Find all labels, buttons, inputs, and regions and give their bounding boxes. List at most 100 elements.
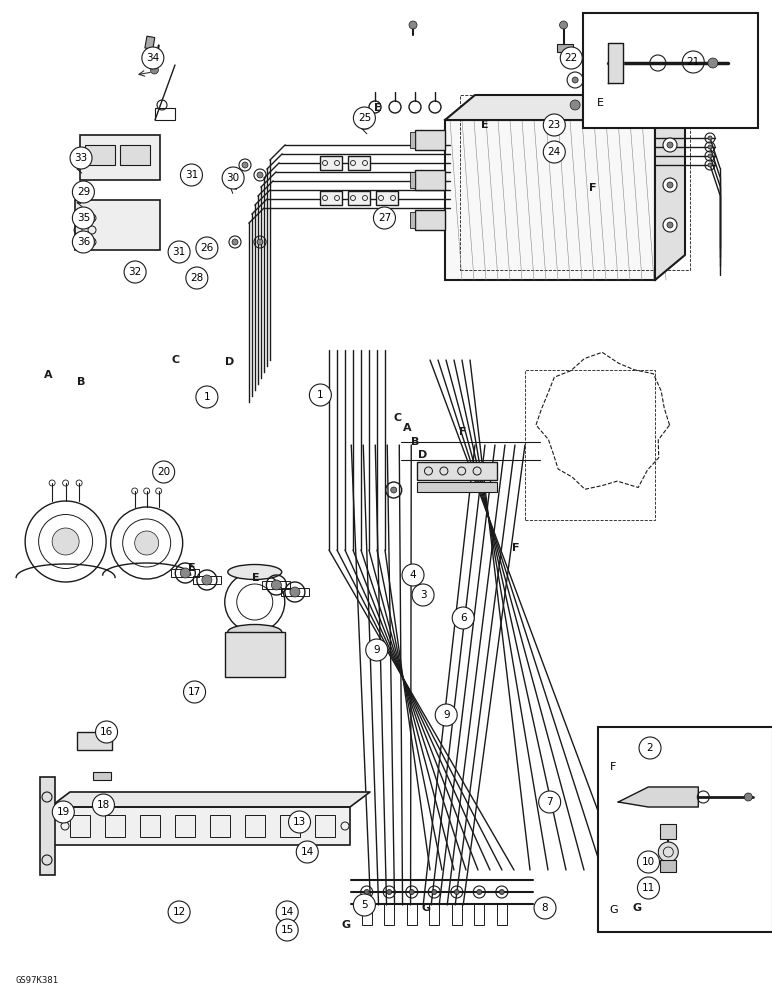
Circle shape <box>366 639 388 661</box>
Bar <box>315 815 335 837</box>
Circle shape <box>539 791 560 813</box>
Circle shape <box>272 580 281 590</box>
Circle shape <box>168 241 190 263</box>
Circle shape <box>682 51 704 73</box>
Text: 4: 4 <box>410 570 416 580</box>
Text: D: D <box>418 450 428 460</box>
Circle shape <box>196 237 218 259</box>
Bar <box>557 44 574 52</box>
Circle shape <box>432 890 437 894</box>
Bar <box>660 824 676 839</box>
Circle shape <box>186 267 208 289</box>
Circle shape <box>639 737 661 759</box>
Circle shape <box>560 47 582 69</box>
Circle shape <box>134 531 159 555</box>
Bar <box>583 13 758 128</box>
Bar <box>281 588 309 596</box>
Text: E: E <box>188 563 195 573</box>
Text: 16: 16 <box>100 727 113 737</box>
Circle shape <box>73 207 94 229</box>
Circle shape <box>412 584 434 606</box>
Bar <box>93 772 110 780</box>
Ellipse shape <box>228 564 282 580</box>
Circle shape <box>364 890 369 894</box>
Circle shape <box>708 163 712 167</box>
Circle shape <box>638 851 659 873</box>
Bar <box>410 132 415 148</box>
Bar <box>410 212 415 228</box>
Circle shape <box>354 894 375 916</box>
Text: 17: 17 <box>188 687 201 697</box>
Text: 14: 14 <box>300 847 314 857</box>
Bar <box>320 156 342 170</box>
Circle shape <box>276 901 298 923</box>
Bar <box>497 903 506 925</box>
Circle shape <box>659 842 679 862</box>
Bar <box>40 777 55 875</box>
Text: 11: 11 <box>642 883 655 893</box>
Circle shape <box>452 607 474 629</box>
Circle shape <box>708 58 718 68</box>
Bar <box>407 903 417 925</box>
Text: E: E <box>598 98 604 108</box>
Circle shape <box>708 145 712 149</box>
Polygon shape <box>50 792 370 807</box>
Bar <box>410 172 415 188</box>
Circle shape <box>242 162 248 168</box>
Text: 9: 9 <box>443 710 449 720</box>
Bar <box>660 860 676 872</box>
Circle shape <box>52 801 74 823</box>
Text: 1: 1 <box>317 390 323 400</box>
Text: 34: 34 <box>146 53 160 63</box>
Text: 21: 21 <box>686 57 700 67</box>
Bar <box>140 815 160 837</box>
Text: 7: 7 <box>547 797 553 807</box>
Circle shape <box>289 811 310 833</box>
Text: 29: 29 <box>76 187 90 197</box>
Bar <box>525 370 655 520</box>
Circle shape <box>276 919 298 941</box>
Bar <box>417 482 497 492</box>
Bar <box>598 727 772 932</box>
Text: 24: 24 <box>547 147 561 157</box>
Polygon shape <box>655 95 685 280</box>
Text: 6: 6 <box>460 613 466 623</box>
Circle shape <box>52 528 79 555</box>
Text: A: A <box>43 370 52 380</box>
Bar <box>155 108 175 120</box>
Bar <box>460 95 690 270</box>
Circle shape <box>402 564 424 586</box>
Circle shape <box>181 164 202 186</box>
Circle shape <box>142 47 164 69</box>
Circle shape <box>222 167 244 189</box>
Text: 2: 2 <box>647 743 653 753</box>
Text: G: G <box>609 905 618 915</box>
Text: A: A <box>403 423 412 433</box>
Text: E: E <box>481 120 489 130</box>
Bar <box>245 815 265 837</box>
Text: 1: 1 <box>204 392 210 402</box>
Text: 35: 35 <box>76 213 90 223</box>
Circle shape <box>638 877 659 899</box>
Bar <box>415 170 445 190</box>
Bar <box>105 815 125 837</box>
Circle shape <box>168 901 190 923</box>
Text: G: G <box>422 903 431 913</box>
Text: 23: 23 <box>547 120 561 130</box>
Circle shape <box>477 890 482 894</box>
Bar <box>80 135 160 180</box>
Text: B: B <box>411 437 419 447</box>
Bar <box>417 462 497 480</box>
Text: 36: 36 <box>76 237 90 247</box>
Text: 25: 25 <box>357 113 371 123</box>
Text: 3: 3 <box>420 590 426 600</box>
Circle shape <box>354 107 375 129</box>
Text: F: F <box>610 762 617 772</box>
Bar <box>77 732 112 750</box>
Polygon shape <box>50 807 350 845</box>
Bar <box>415 130 445 150</box>
Text: GS97K381: GS97K381 <box>15 976 58 985</box>
Circle shape <box>151 66 158 74</box>
Circle shape <box>387 890 391 894</box>
Bar <box>376 191 398 205</box>
